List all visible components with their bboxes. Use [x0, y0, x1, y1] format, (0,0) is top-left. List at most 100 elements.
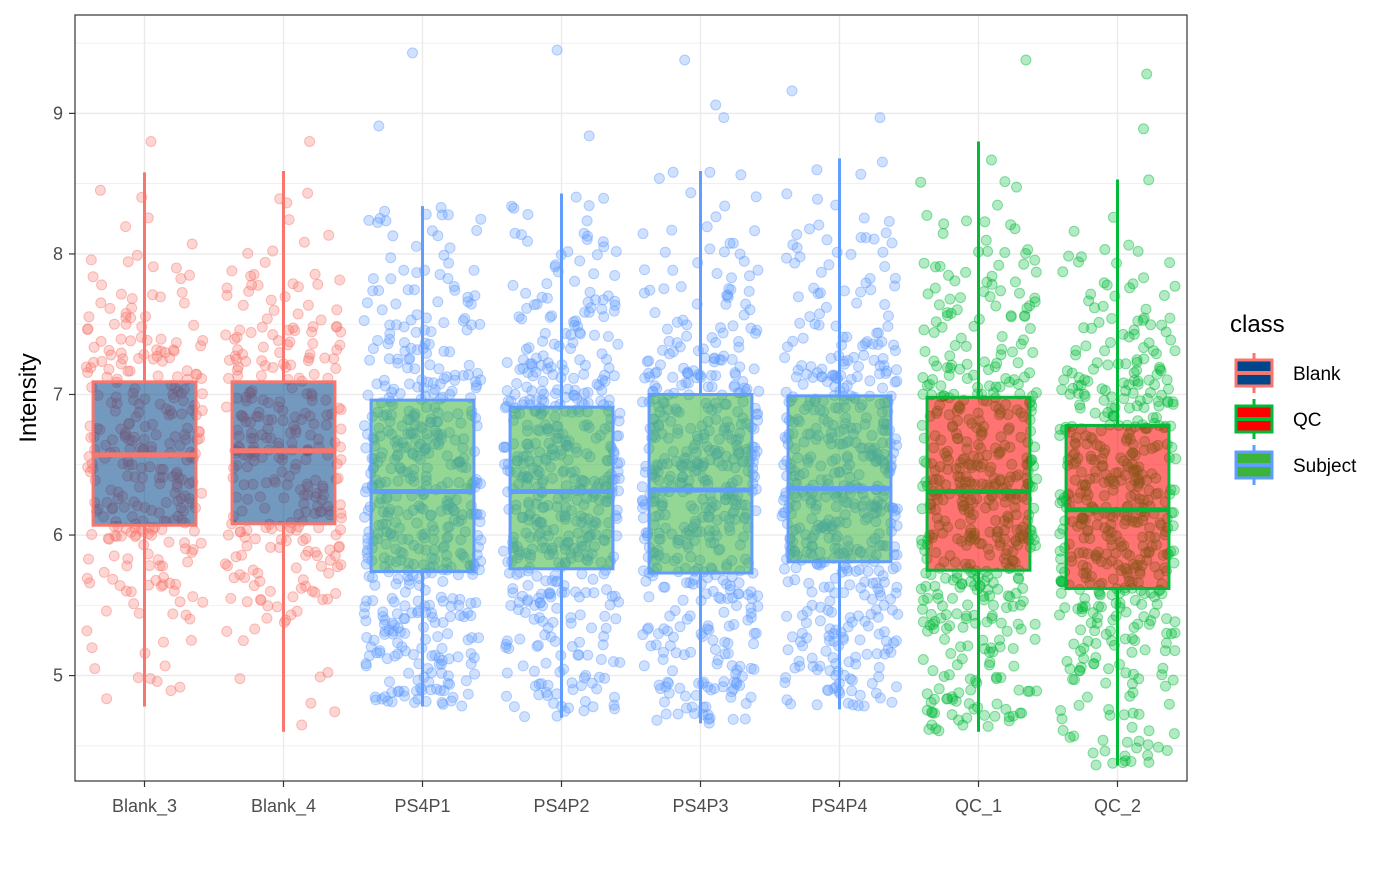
data-point	[922, 288, 934, 300]
data-point	[999, 176, 1011, 188]
x-tick-label: PS4P2	[533, 796, 589, 816]
data-point	[424, 599, 435, 611]
data-point	[170, 262, 182, 274]
data-point	[1105, 337, 1116, 348]
data-point	[514, 363, 526, 375]
data-point	[1012, 357, 1024, 369]
data-point	[983, 659, 995, 671]
data-point	[221, 282, 233, 294]
data-point	[979, 709, 990, 721]
data-point	[542, 357, 554, 369]
data-point	[465, 610, 477, 622]
data-point	[852, 700, 864, 712]
data-point	[891, 375, 903, 387]
data-point	[828, 628, 839, 640]
data-point	[1005, 310, 1017, 322]
data-point	[593, 671, 605, 683]
data-point	[851, 371, 863, 383]
data-point	[680, 377, 692, 389]
data-point	[787, 335, 799, 347]
data-point	[435, 685, 446, 696]
data-point	[180, 543, 191, 555]
data-point	[196, 487, 208, 499]
data-point	[475, 213, 487, 225]
data-point	[537, 600, 548, 612]
data-point	[804, 311, 816, 323]
data-point	[473, 632, 484, 644]
data-point	[566, 677, 578, 689]
data-point	[811, 699, 823, 711]
data-point	[807, 660, 819, 672]
data-point	[578, 368, 590, 380]
data-point	[860, 232, 872, 244]
data-point	[444, 611, 456, 623]
data-point	[657, 654, 669, 665]
data-point	[129, 531, 141, 542]
data-point	[826, 370, 838, 382]
data-point	[731, 678, 742, 690]
data-point	[650, 639, 662, 651]
data-point	[601, 353, 613, 365]
data-point	[174, 681, 186, 693]
data-point	[445, 600, 457, 612]
data-point	[722, 289, 734, 301]
data-point	[612, 338, 624, 350]
data-point	[609, 270, 621, 281]
data-point	[389, 619, 400, 631]
data-point	[396, 641, 408, 653]
data-point	[406, 607, 418, 619]
data-point	[324, 554, 336, 566]
data-point	[1128, 324, 1140, 336]
data-point	[723, 283, 735, 295]
data-point	[996, 331, 1008, 342]
data-point	[470, 597, 482, 609]
data-point	[379, 691, 391, 703]
data-point	[475, 534, 487, 546]
data-point	[950, 695, 962, 707]
data-point	[155, 345, 167, 357]
data-point	[147, 353, 159, 365]
data-point	[86, 642, 98, 654]
data-point	[425, 326, 437, 338]
data-point	[170, 337, 182, 349]
data-point	[94, 184, 106, 196]
outlier-point	[145, 136, 157, 147]
data-point	[88, 341, 100, 353]
data-point	[779, 677, 791, 689]
data-point	[256, 321, 268, 333]
data-point	[638, 660, 650, 672]
data-point	[536, 385, 548, 397]
data-point	[794, 317, 806, 329]
data-point	[537, 350, 549, 362]
data-point	[188, 525, 200, 537]
data-point	[710, 211, 722, 223]
x-tick-label: PS4P1	[394, 796, 450, 816]
data-point	[865, 284, 877, 296]
data-point	[523, 342, 535, 354]
data-point	[872, 611, 884, 623]
data-point	[232, 361, 244, 373]
data-point	[882, 320, 894, 332]
data-point	[651, 383, 663, 394]
data-point	[1128, 622, 1140, 633]
data-point	[1070, 349, 1082, 361]
data-point	[362, 389, 374, 401]
data-point	[939, 633, 951, 645]
data-point	[579, 359, 591, 371]
data-point	[246, 279, 258, 291]
data-point	[671, 316, 683, 328]
data-point	[503, 643, 515, 654]
data-point	[248, 269, 260, 280]
data-point	[1102, 359, 1114, 371]
data-point	[567, 684, 579, 696]
data-point	[471, 225, 483, 236]
data-point	[610, 613, 622, 625]
data-point	[390, 298, 402, 310]
data-point	[844, 579, 856, 591]
data-point	[360, 660, 372, 672]
data-point	[667, 346, 679, 358]
outlier-point	[710, 99, 722, 111]
data-point	[454, 610, 466, 621]
data-point	[841, 331, 853, 343]
data-point	[405, 342, 417, 354]
